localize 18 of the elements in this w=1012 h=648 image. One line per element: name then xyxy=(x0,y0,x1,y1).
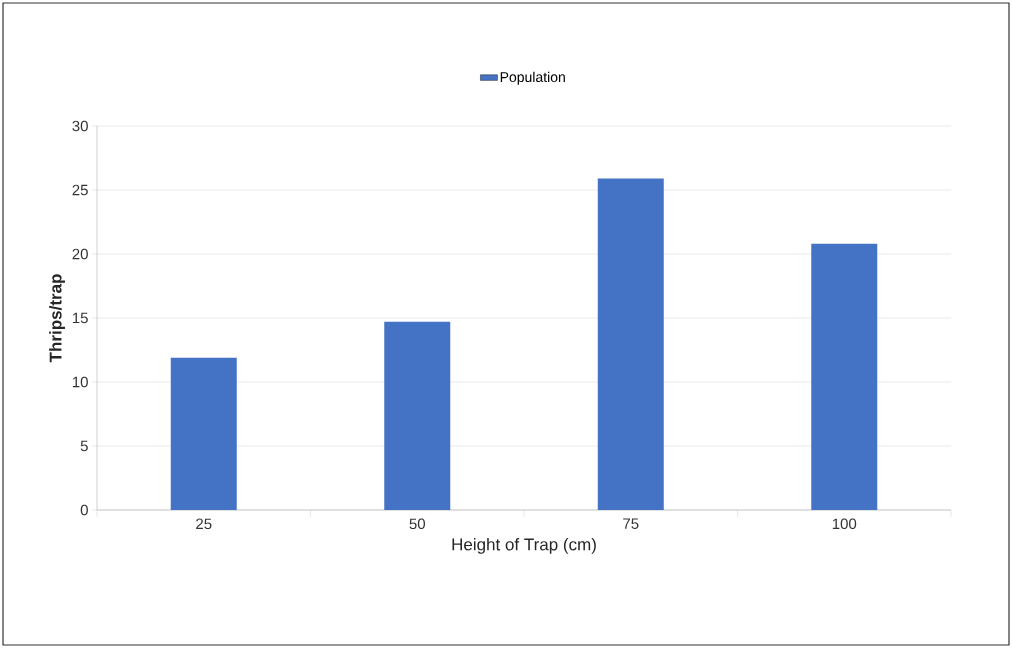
y-tick-label: 15 xyxy=(72,312,88,324)
y-tick-label: 5 xyxy=(80,440,88,452)
bar xyxy=(597,178,664,510)
y-tick-label: 25 xyxy=(72,184,88,196)
bar xyxy=(811,243,878,510)
bar xyxy=(384,321,451,510)
y-tick-label: 20 xyxy=(72,248,88,260)
y-tick-label: 10 xyxy=(72,376,88,388)
y-tick-label: 0 xyxy=(80,504,88,516)
y-tick-label: 30 xyxy=(72,120,88,132)
x-tick-label: 25 xyxy=(196,518,212,530)
legend-label: Population xyxy=(500,71,565,85)
y-axis-title: Thrips/trap xyxy=(49,274,65,363)
x-tick-label: 100 xyxy=(832,518,857,530)
x-tick-label: 75 xyxy=(623,518,639,529)
x-axis-title: Height of Trap (cm) xyxy=(452,537,596,554)
x-tick-label: 50 xyxy=(409,518,426,530)
bar xyxy=(170,357,237,510)
